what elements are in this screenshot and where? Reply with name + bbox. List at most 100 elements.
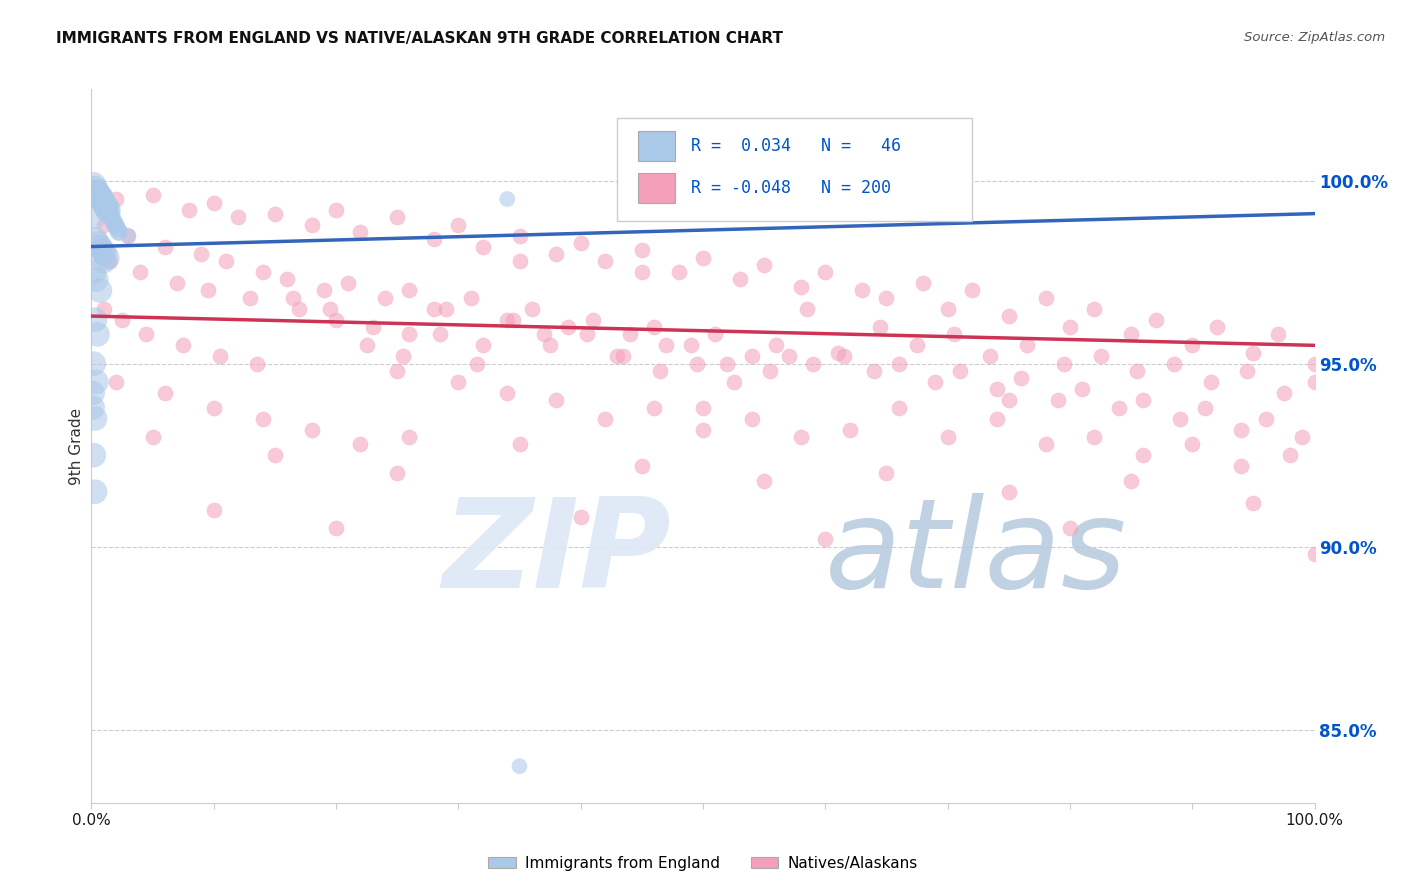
Point xyxy=(252,265,274,279)
Point xyxy=(905,338,928,352)
Point xyxy=(89,284,111,298)
Point xyxy=(141,188,163,202)
Point xyxy=(1017,338,1039,352)
Point xyxy=(98,206,121,220)
Point xyxy=(215,254,238,268)
Point xyxy=(754,258,776,272)
Point xyxy=(838,423,860,437)
Point xyxy=(166,276,188,290)
Point xyxy=(509,437,531,451)
Point xyxy=(111,312,134,326)
Point xyxy=(86,327,108,342)
Bar xyxy=(638,173,675,203)
Point xyxy=(1059,521,1081,535)
Point xyxy=(87,188,110,202)
Point xyxy=(84,375,107,389)
Point xyxy=(631,459,654,474)
Point xyxy=(153,386,176,401)
Point xyxy=(1168,411,1191,425)
Point xyxy=(100,211,122,225)
Point xyxy=(447,375,470,389)
Point xyxy=(84,232,107,246)
Point xyxy=(728,272,751,286)
Point xyxy=(1121,327,1143,342)
Point xyxy=(108,225,131,239)
Point xyxy=(801,357,824,371)
Point xyxy=(593,254,616,268)
Text: Source: ZipAtlas.com: Source: ZipAtlas.com xyxy=(1244,31,1385,45)
Point xyxy=(312,284,335,298)
Point xyxy=(1046,393,1069,408)
Point xyxy=(790,430,813,444)
Point xyxy=(960,284,983,298)
Point xyxy=(385,211,409,225)
Point xyxy=(423,301,446,316)
Point xyxy=(496,192,519,206)
Point xyxy=(1291,430,1313,444)
Point xyxy=(434,301,457,316)
Point xyxy=(197,284,219,298)
Point xyxy=(301,423,323,437)
Point xyxy=(153,239,176,253)
Point xyxy=(1132,393,1154,408)
Point xyxy=(98,254,121,268)
Point xyxy=(790,280,813,294)
Point xyxy=(429,327,451,342)
Point xyxy=(96,251,118,265)
Point xyxy=(84,411,107,425)
Text: atlas: atlas xyxy=(825,492,1128,614)
Point xyxy=(692,423,714,437)
Point xyxy=(520,301,543,316)
Point xyxy=(97,202,120,217)
Point xyxy=(84,484,107,499)
Point xyxy=(668,265,690,279)
Point xyxy=(283,291,305,305)
Point xyxy=(979,349,1001,363)
Point xyxy=(851,284,873,298)
Point xyxy=(942,327,965,342)
Point xyxy=(643,320,665,334)
Point xyxy=(619,327,641,342)
Point xyxy=(1108,401,1130,415)
Point xyxy=(135,327,157,342)
Point xyxy=(679,338,702,352)
Point xyxy=(643,401,665,415)
Point xyxy=(569,510,592,524)
Y-axis label: 9th Grade: 9th Grade xyxy=(69,408,84,484)
Point xyxy=(765,206,787,220)
Point xyxy=(692,401,714,415)
Point xyxy=(1243,345,1265,359)
Point xyxy=(759,364,782,378)
Point xyxy=(385,467,409,481)
Point xyxy=(83,357,105,371)
Point xyxy=(998,484,1021,499)
Point xyxy=(1083,301,1105,316)
Point xyxy=(83,211,105,225)
Point xyxy=(104,218,127,232)
Point xyxy=(765,338,787,352)
Point xyxy=(90,192,112,206)
Point xyxy=(471,239,494,253)
Point xyxy=(778,349,800,363)
Point xyxy=(202,503,225,517)
Point xyxy=(1272,386,1295,401)
Point xyxy=(924,375,946,389)
Point xyxy=(301,218,323,232)
Point xyxy=(1230,423,1253,437)
Point xyxy=(264,448,287,462)
Text: ZIP: ZIP xyxy=(441,492,671,614)
Point xyxy=(264,206,287,220)
Point xyxy=(202,401,225,415)
Point xyxy=(94,247,117,261)
Point xyxy=(94,199,117,213)
Point xyxy=(1083,430,1105,444)
Point xyxy=(741,411,763,425)
Point xyxy=(741,349,763,363)
Point xyxy=(82,401,104,415)
Point xyxy=(1303,375,1326,389)
Point xyxy=(245,357,267,371)
Point xyxy=(105,221,128,235)
Point xyxy=(398,327,420,342)
Point xyxy=(863,364,886,378)
Point xyxy=(998,393,1021,408)
